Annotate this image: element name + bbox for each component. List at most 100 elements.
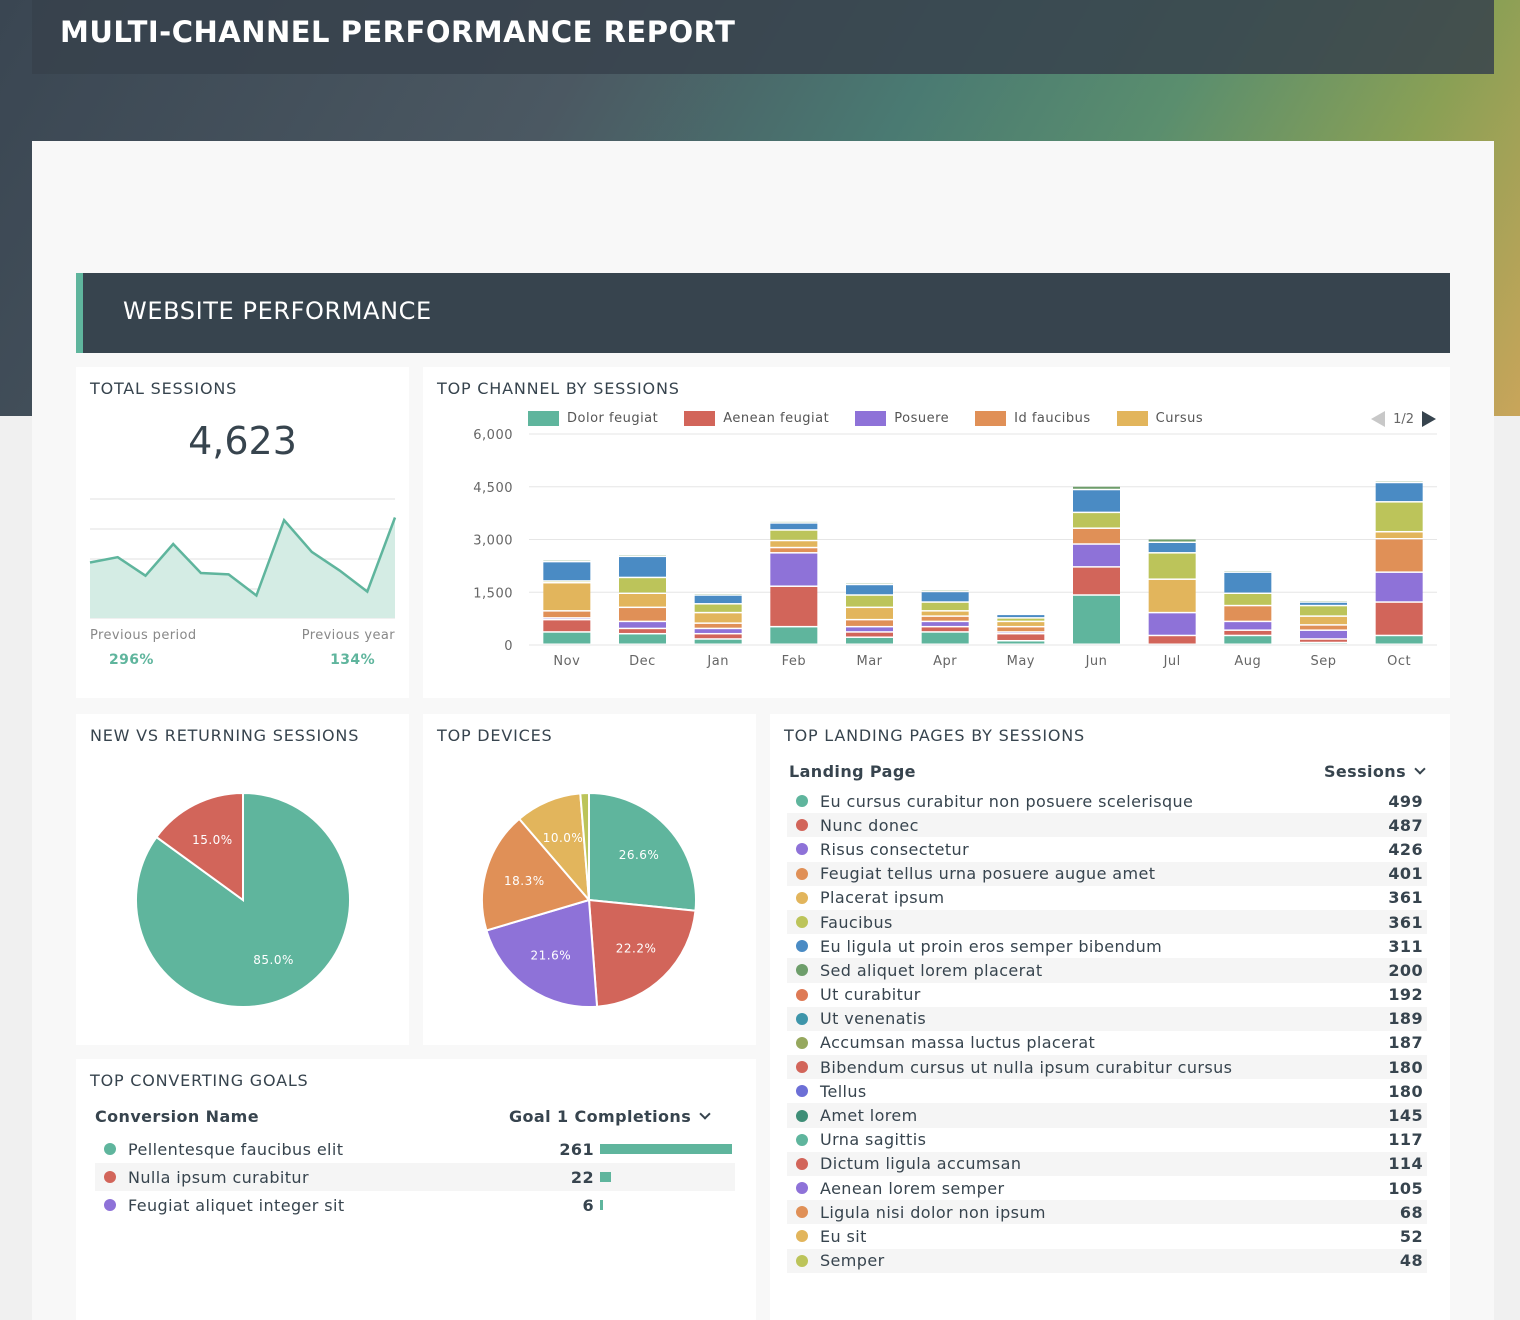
bar-segment[interactable] bbox=[1300, 625, 1347, 630]
table-row[interactable]: Faucibus 361 bbox=[787, 909, 1427, 935]
bar-segment[interactable] bbox=[1300, 606, 1347, 616]
bar-segment[interactable] bbox=[921, 616, 969, 621]
bar-segment[interactable] bbox=[846, 627, 893, 632]
bar-segment[interactable] bbox=[1073, 513, 1120, 528]
bar-segment[interactable] bbox=[1300, 630, 1347, 639]
bar-segment[interactable] bbox=[694, 639, 742, 644]
bar-segment[interactable] bbox=[846, 620, 893, 626]
bar-segment[interactable] bbox=[694, 604, 742, 612]
bar-segment[interactable] bbox=[921, 627, 969, 632]
pie-slice[interactable] bbox=[155, 791, 244, 902]
pie-slice[interactable] bbox=[587, 898, 697, 1008]
bar-segment[interactable] bbox=[619, 594, 666, 607]
table-row[interactable]: Semper 48 bbox=[787, 1248, 1427, 1273]
bar-segment[interactable] bbox=[921, 592, 969, 602]
bar-segment[interactable] bbox=[770, 586, 818, 626]
bar-segment[interactable] bbox=[846, 637, 893, 644]
bar-segment[interactable] bbox=[1300, 639, 1347, 642]
bar-segment[interactable] bbox=[543, 611, 591, 618]
bar-segment[interactable] bbox=[997, 634, 1045, 640]
bar-segment[interactable] bbox=[619, 608, 666, 621]
bar-segment[interactable] bbox=[694, 595, 742, 604]
bar-segment[interactable] bbox=[694, 629, 742, 633]
bar-segment[interactable] bbox=[846, 608, 893, 619]
table-row[interactable]: Dictum ligula accumsan 114 bbox=[787, 1151, 1427, 1176]
bar-segment[interactable] bbox=[1148, 636, 1196, 644]
bar-segment[interactable] bbox=[619, 629, 666, 633]
bar-segment[interactable] bbox=[619, 557, 666, 577]
pie-slice[interactable] bbox=[588, 791, 697, 912]
table-row[interactable]: Eu sit 52 bbox=[787, 1224, 1427, 1248]
table-row[interactable]: Bibendum cursus ut nulla ipsum curabitur… bbox=[787, 1055, 1427, 1080]
bar-segment[interactable] bbox=[1375, 636, 1423, 644]
bar-segment[interactable] bbox=[619, 634, 666, 644]
bar-segment[interactable] bbox=[1300, 616, 1347, 625]
bar-segment[interactable] bbox=[846, 585, 893, 595]
table-row[interactable]: Eu ligula ut proin eros semper bibendum 3… bbox=[787, 934, 1427, 958]
bar-segment[interactable] bbox=[770, 523, 818, 530]
bar-segment[interactable] bbox=[921, 602, 969, 611]
legend-item[interactable]: Dolor feugiat bbox=[528, 411, 658, 426]
table-row[interactable]: Sed aliquet lorem placerat 200 bbox=[787, 958, 1427, 983]
table-row[interactable]: Ut curabitur 192 bbox=[787, 983, 1427, 1007]
table-row[interactable]: Feugiat tellus urna posuere augue amet 40… bbox=[787, 861, 1427, 886]
bar-segment[interactable] bbox=[846, 632, 893, 637]
pie-slice[interactable] bbox=[135, 791, 351, 1008]
bar-segment[interactable] bbox=[921, 632, 969, 644]
bar-segment[interactable] bbox=[997, 618, 1045, 621]
bar-segment[interactable] bbox=[1375, 483, 1423, 502]
table-row[interactable]: Accumsan massa luctus placerat 187 bbox=[787, 1031, 1427, 1055]
pie-slice[interactable] bbox=[485, 898, 599, 1009]
bar-segment[interactable] bbox=[770, 553, 818, 586]
table-row[interactable]: Amet lorem 145 bbox=[787, 1103, 1427, 1128]
legend-item[interactable]: Cursus bbox=[1116, 411, 1203, 426]
table-row[interactable]: Placerat ipsum 361 bbox=[787, 886, 1427, 910]
bar-segment[interactable] bbox=[1375, 502, 1423, 531]
goal-completions-column-header[interactable]: Goal 1 Completions bbox=[509, 1107, 711, 1126]
bar-segment[interactable] bbox=[921, 622, 969, 626]
bar-segment[interactable] bbox=[997, 641, 1045, 644]
bar-segment[interactable] bbox=[770, 548, 818, 553]
bar-segment[interactable] bbox=[1224, 594, 1272, 605]
bar-segment[interactable] bbox=[1224, 622, 1272, 630]
table-row[interactable]: Feugiat aliquet integer sit 6 bbox=[95, 1191, 735, 1219]
bar-segment[interactable] bbox=[770, 541, 818, 547]
bar-segment[interactable] bbox=[619, 578, 666, 593]
bar-segment[interactable] bbox=[694, 623, 742, 628]
bar-segment[interactable] bbox=[619, 622, 666, 628]
bar-segment[interactable] bbox=[1148, 543, 1196, 553]
bar-segment[interactable] bbox=[1073, 595, 1120, 644]
bar-segment[interactable] bbox=[1224, 630, 1272, 635]
bar-segment[interactable] bbox=[1073, 528, 1120, 544]
bar-segment[interactable] bbox=[1224, 606, 1272, 621]
bar-segment[interactable] bbox=[846, 595, 893, 607]
bar-segment[interactable] bbox=[543, 632, 591, 644]
bar-segment[interactable] bbox=[921, 611, 969, 616]
legend-item[interactable]: Posuere bbox=[855, 411, 949, 426]
bar-segment[interactable] bbox=[770, 530, 818, 540]
bar-segment[interactable] bbox=[1148, 579, 1196, 612]
table-row[interactable]: Pellentesque faucibus elit 261 bbox=[95, 1135, 735, 1163]
legend-item[interactable]: Id faucibus bbox=[975, 411, 1091, 426]
bar-segment[interactable] bbox=[1224, 572, 1272, 593]
table-row[interactable]: Nulla ipsum curabitur 22 bbox=[95, 1163, 735, 1191]
bar-segment[interactable] bbox=[694, 634, 742, 639]
bar-segment[interactable] bbox=[543, 562, 591, 581]
bar-segment[interactable] bbox=[1073, 490, 1120, 512]
next-page-icon[interactable] bbox=[1422, 411, 1436, 427]
bar-segment[interactable] bbox=[1375, 572, 1423, 602]
table-row[interactable]: Nunc donec 487 bbox=[787, 813, 1427, 838]
sessions-column-header[interactable]: Sessions bbox=[1324, 762, 1426, 781]
table-row[interactable]: Risus consectetur 426 bbox=[787, 837, 1427, 861]
table-row[interactable]: Urna sagittis 117 bbox=[787, 1128, 1427, 1152]
table-row[interactable]: Eu cursus curabitur non posuere sceleris… bbox=[787, 789, 1427, 813]
legend-item[interactable]: Aenean feugiat bbox=[684, 411, 829, 426]
bar-segment[interactable] bbox=[997, 627, 1045, 632]
bar-segment[interactable] bbox=[1073, 486, 1120, 489]
bar-segment[interactable] bbox=[543, 620, 591, 632]
table-row[interactable]: Ut venenatis 189 bbox=[787, 1006, 1427, 1031]
table-row[interactable]: Ligula nisi dolor non ipsum 68 bbox=[787, 1200, 1427, 1225]
bar-segment[interactable] bbox=[1375, 539, 1423, 572]
table-row[interactable]: Tellus 180 bbox=[787, 1079, 1427, 1103]
pie-slice[interactable] bbox=[579, 791, 590, 901]
